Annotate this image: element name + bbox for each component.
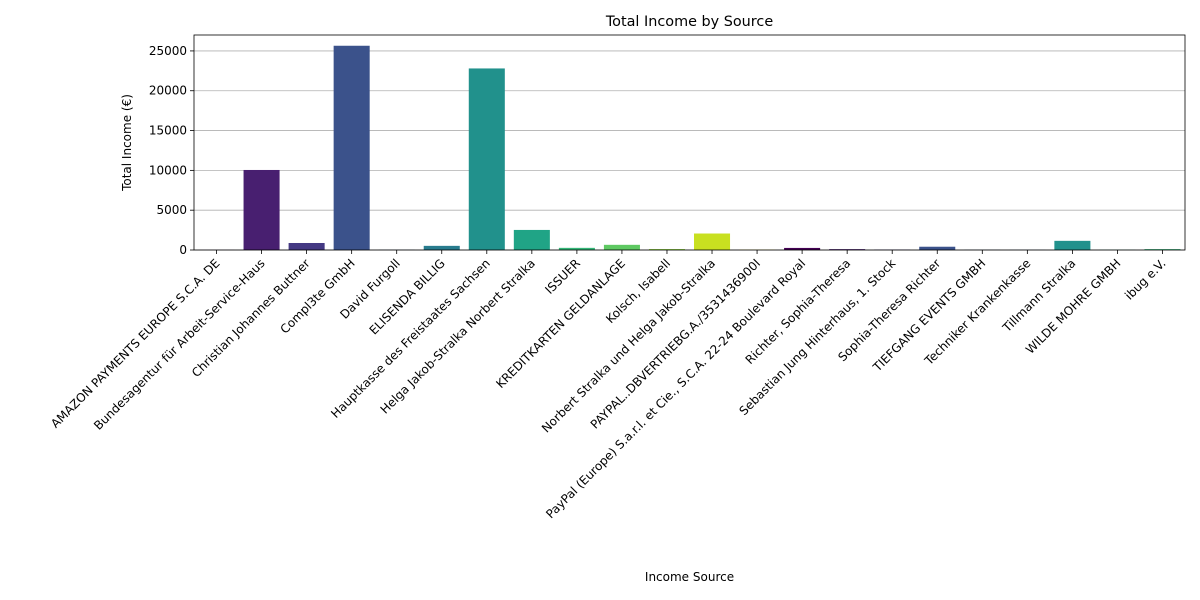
y-tick-label: 20000 [149, 84, 187, 98]
x-tick-label: ELISENDA BILLIG [367, 256, 448, 337]
y-tick-label: 5000 [156, 203, 187, 217]
y-tick-label: 10000 [149, 163, 187, 177]
y-tick-label: 25000 [149, 44, 187, 58]
x-tick-label: Sebastian Jung Hinterhaus, 1. Stock [736, 256, 898, 418]
bar [784, 247, 821, 250]
bar [694, 233, 731, 250]
y-tick-label: 15000 [149, 124, 187, 138]
y-tick-label: 0 [179, 243, 187, 257]
x-tick-label: ibug e.V. [1122, 256, 1168, 302]
bar [468, 68, 505, 250]
bar [423, 245, 460, 250]
bar [288, 242, 325, 250]
y-axis-title: Total Income (€) [120, 94, 134, 192]
plot-frame [193, 34, 1186, 251]
bar [558, 247, 595, 250]
bar [333, 45, 370, 250]
x-tick-label: AMAZON PAYMENTS EUROPE S.C.A. DE [48, 256, 223, 431]
bar [243, 169, 280, 250]
x-tick-label: Hauptkasse des Freistaates Sachsen [328, 256, 493, 421]
x-tick-label: Bundesagentur für Arbeit-Service-Haus [91, 256, 268, 433]
x-ticks: AMAZON PAYMENTS EUROPE S.C.A. DEBundesag… [48, 250, 1169, 521]
bar [1144, 249, 1181, 250]
x-axis-title: Income Source [645, 570, 734, 584]
bar [648, 249, 685, 250]
bars [198, 45, 1181, 250]
axes [193, 34, 1186, 251]
bar [919, 246, 956, 250]
chart-title: Total Income by Source [605, 14, 774, 30]
bar [513, 229, 550, 250]
bar [603, 244, 640, 250]
x-tick-label: PAYPAL..DBVERTRIEBG.A./3531436900I [588, 256, 763, 431]
bar [1054, 240, 1091, 250]
y-ticks: 0 5000 10000 15000 20000 25000 [149, 44, 194, 257]
bar [829, 249, 866, 250]
x-tick-label: ISSUER [542, 256, 583, 297]
